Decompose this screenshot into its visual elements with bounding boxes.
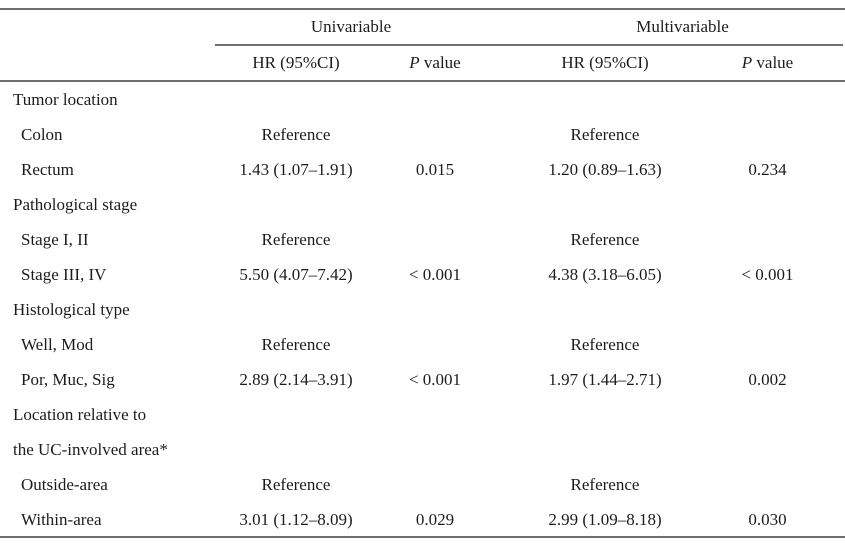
p-rest-label: value <box>752 53 794 72</box>
table-row: Pathological stage <box>0 187 845 222</box>
row-label: the UC-involved area* <box>13 439 168 459</box>
header-bottom-rule <box>0 80 845 82</box>
row-label: Location relative to <box>13 404 147 424</box>
multi-hr-cell: 1.97 (1.44–2.71) <box>548 369 662 389</box>
table-bottom-rule <box>0 536 845 538</box>
multi-p-column-header: P value <box>690 53 845 73</box>
p-italic-label: P <box>409 53 420 72</box>
table-row: Stage I, II Reference Reference <box>0 222 845 257</box>
row-label: Within-area <box>21 509 102 529</box>
row-label: Colon <box>21 124 63 144</box>
group-header-multivariable: Multivariable <box>636 17 729 36</box>
column-header-row: HR (95%CI) P value HR (95%CI) P value <box>0 46 845 80</box>
table-top-rule <box>0 8 845 10</box>
multi-hr-cell: Reference <box>570 124 640 144</box>
multi-p-cell: < 0.001 <box>741 264 794 284</box>
uni-p-cell: 0.015 <box>415 159 455 179</box>
uni-hr-column-header: HR (95%CI) <box>252 53 340 72</box>
multi-hr-cell: Reference <box>570 334 640 354</box>
table-body: Tumor location Colon Reference Reference… <box>0 82 845 537</box>
uni-hr-cell: 1.43 (1.07–1.91) <box>239 159 353 179</box>
row-label: Stage III, IV <box>21 264 107 284</box>
table-row: the UC-involved area* <box>0 432 845 467</box>
table-row: Within-area 3.01 (1.12–8.09) 0.029 2.99 … <box>0 502 845 537</box>
multi-hr-column-header: HR (95%CI) <box>561 53 649 72</box>
multi-hr-cell: 2.99 (1.09–8.18) <box>548 509 662 529</box>
table-row: Histological type <box>0 292 845 327</box>
multi-hr-cell: 1.20 (0.89–1.63) <box>548 159 662 179</box>
multi-hr-cell: Reference <box>570 229 640 249</box>
column-group-rule <box>215 44 843 46</box>
uni-p-cell: < 0.001 <box>408 369 462 389</box>
row-label: Rectum <box>21 159 74 179</box>
row-label: Stage I, II <box>21 229 89 249</box>
table-row: Stage III, IV 5.50 (4.07–7.42) < 0.001 4… <box>0 257 845 292</box>
row-label: Histological type <box>13 299 130 319</box>
uni-hr-cell: 3.01 (1.12–8.09) <box>239 509 353 529</box>
table-row: Well, Mod Reference Reference <box>0 327 845 362</box>
p-rest-label: value <box>419 53 461 72</box>
group-header-univariable: Univariable <box>310 17 392 36</box>
uni-hr-cell: Reference <box>261 474 331 494</box>
row-label: Outside-area <box>21 474 108 494</box>
uni-hr-cell: Reference <box>261 229 331 249</box>
row-label: Tumor location <box>13 89 118 109</box>
multi-p-cell: 0.030 <box>748 509 787 529</box>
p-italic-label: P <box>741 53 753 72</box>
uni-hr-cell: Reference <box>261 334 331 354</box>
table-row: Outside-area Reference Reference <box>0 467 845 502</box>
row-label: Well, Mod <box>21 334 94 354</box>
column-group-header-row: Univariable Multivariable <box>0 10 845 44</box>
table-row: Tumor location <box>0 82 845 117</box>
uni-hr-cell: Reference <box>261 124 331 144</box>
multi-p-cell: 0.002 <box>748 369 787 389</box>
row-label: Pathological stage <box>13 194 138 214</box>
uni-hr-cell: 5.50 (4.07–7.42) <box>239 264 353 284</box>
multi-hr-cell: 4.38 (3.18–6.05) <box>548 264 662 284</box>
uni-p-cell: 0.029 <box>415 509 455 529</box>
row-label: Por, Muc, Sig <box>21 369 115 389</box>
uni-hr-cell: 2.89 (2.14–3.91) <box>239 369 353 389</box>
table-row: Colon Reference Reference <box>0 117 845 152</box>
uni-p-column-header: P value <box>380 53 490 73</box>
multi-hr-cell: Reference <box>570 474 640 494</box>
multi-p-cell: 0.234 <box>748 159 787 179</box>
table-row: Por, Muc, Sig 2.89 (2.14–3.91) < 0.001 1… <box>0 362 845 397</box>
table-row: Rectum 1.43 (1.07–1.91) 0.015 1.20 (0.89… <box>0 152 845 187</box>
uni-p-cell: < 0.001 <box>408 264 462 284</box>
table-row: Location relative to <box>0 397 845 432</box>
